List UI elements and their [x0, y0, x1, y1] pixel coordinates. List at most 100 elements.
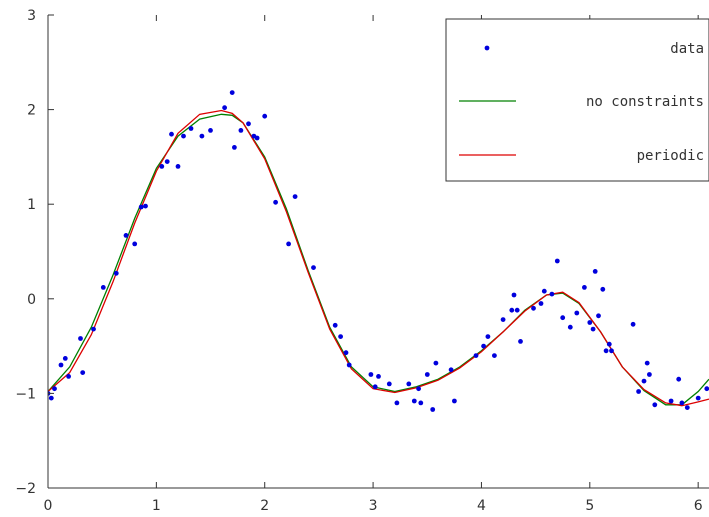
data-point: [560, 315, 566, 321]
data-point: [376, 374, 381, 379]
x-tick-label: 6: [694, 498, 703, 514]
data-point: [199, 133, 205, 139]
legend-label: no constraints: [586, 94, 704, 110]
data-point: [262, 113, 268, 119]
y-tick-label: 0: [27, 292, 36, 308]
data-point: [372, 384, 378, 390]
data-point: [286, 241, 291, 247]
data-point: [292, 194, 298, 200]
data-point: [448, 367, 454, 373]
legend-box: [445, 18, 709, 182]
y-tick-label: 3: [27, 8, 36, 24]
data-point: [123, 233, 129, 238]
data-point: [433, 360, 439, 366]
data-point: [554, 258, 560, 264]
data-point: [113, 270, 119, 276]
data-point: [208, 127, 213, 133]
data-point: [587, 320, 593, 325]
data-point: [229, 90, 235, 95]
data-point: [574, 310, 580, 316]
data-point: [338, 334, 343, 339]
data-point: [138, 204, 144, 210]
data-point: [311, 265, 316, 270]
data-point: [514, 307, 520, 313]
data-point: [676, 376, 682, 382]
data-point: [418, 400, 424, 406]
data-point: [52, 386, 57, 392]
data-point: [132, 241, 138, 247]
x-tick-label: 3: [369, 498, 378, 514]
legend-label: data: [670, 41, 704, 57]
data-point: [630, 321, 636, 327]
data-point: [511, 292, 517, 298]
data-point: [679, 400, 685, 406]
data-point: [492, 353, 497, 358]
data-point: [600, 286, 606, 292]
data-point: [181, 133, 186, 139]
data-point: [647, 372, 652, 377]
data-point: [668, 398, 674, 404]
data-point: [246, 121, 251, 127]
x-tick-label: 4: [477, 498, 486, 514]
data-point: [368, 372, 374, 377]
data-point: [538, 301, 544, 306]
data-point: [590, 326, 596, 332]
data-point: [386, 381, 392, 387]
data-point: [273, 199, 278, 205]
data-point: [424, 372, 430, 377]
data-point: [636, 389, 641, 394]
data-point: [58, 362, 64, 368]
data-point: [66, 374, 71, 379]
data-point: [80, 370, 86, 375]
data-point: [48, 395, 54, 401]
data-point: [164, 159, 170, 165]
data-point: [704, 386, 709, 392]
legend-label: periodic: [637, 148, 704, 164]
data-point: [238, 127, 244, 133]
data-point: [582, 285, 587, 290]
data-point: [169, 131, 174, 137]
data-point: [346, 362, 352, 368]
data-point: [592, 269, 598, 274]
y-tick-label: 2: [27, 103, 36, 119]
data-point: [62, 356, 68, 361]
data-point: [175, 164, 181, 169]
data-point: [485, 334, 491, 339]
x-tick-label: 0: [44, 498, 53, 514]
data-point: [78, 336, 83, 341]
data-point: [541, 288, 547, 294]
data-point: [641, 378, 647, 384]
y-tick-label: −1: [15, 386, 36, 402]
data-point: [188, 126, 194, 131]
data-point: [652, 402, 658, 408]
data-point: [91, 326, 96, 332]
data-point: [394, 400, 400, 406]
data-point: [567, 324, 573, 330]
y-tick-label: 1: [27, 197, 36, 213]
data-point: [603, 348, 609, 354]
data-point: [509, 307, 515, 313]
data-point: [232, 145, 237, 150]
data-point: [411, 398, 417, 404]
data-point: [596, 313, 601, 319]
data-point: [606, 341, 612, 347]
data-point: [100, 285, 106, 290]
data-point: [416, 386, 421, 392]
data-point: [518, 339, 523, 344]
data-point: [452, 398, 457, 404]
data-point: [406, 381, 412, 387]
x-tick-label: 1: [152, 498, 161, 514]
data-point: [159, 164, 165, 169]
data-point: [609, 348, 614, 354]
data-point: [222, 105, 228, 111]
data-point: [254, 135, 260, 141]
x-tick-label: 2: [260, 498, 269, 514]
data-point: [549, 291, 555, 297]
data-point: [531, 305, 536, 311]
x-tick-label: 5: [585, 498, 594, 514]
data-point: [430, 407, 436, 412]
data-point: [143, 203, 148, 209]
data-point: [332, 322, 338, 328]
data-point: [473, 353, 479, 358]
